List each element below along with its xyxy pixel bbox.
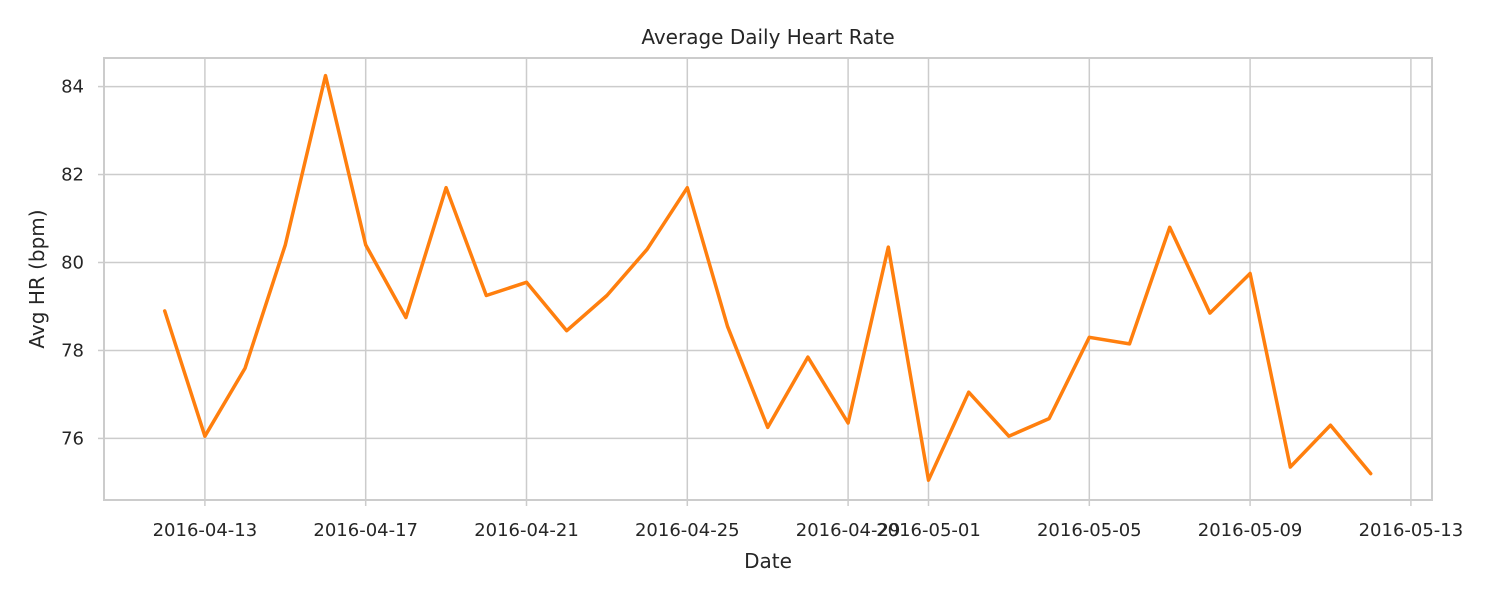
y-tick-label: 78 <box>61 340 84 361</box>
chart-title: Average Daily Heart Rate <box>641 25 894 49</box>
grid-lines <box>98 58 1432 506</box>
x-tick-labels: 2016-04-13 2016-04-17 2016-04-21 2016-04-25… <box>153 520 1464 541</box>
data-points <box>164 75 1371 481</box>
x-tick-label: 2016-05-13 <box>1359 520 1464 541</box>
y-tick-label: 82 <box>61 165 84 186</box>
x-tick-label: 2016-04-21 <box>474 520 579 541</box>
x-tick-label: 2016-04-29 <box>796 520 901 541</box>
x-tick-label: 2016-04-17 <box>313 520 418 541</box>
series-line <box>162 73 1373 482</box>
plot-area-frame <box>103 57 1433 501</box>
y-tick-label: 76 <box>61 428 84 449</box>
x-tick-label: 2016-05-09 <box>1198 520 1303 541</box>
x-axis-label: Date <box>744 549 792 573</box>
x-tick-label: 2016-05-05 <box>1037 520 1142 541</box>
y-axis-label: Avg HR (bpm) <box>25 209 49 348</box>
y-tick-label: 80 <box>61 253 84 274</box>
x-tick-label: 2016-04-25 <box>635 520 740 541</box>
x-tick-label: 2016-04-13 <box>153 520 258 541</box>
y-tick-labels: 76 78 80 82 84 <box>61 77 84 450</box>
x-tick-label: 2016-05-01 <box>876 520 981 541</box>
y-tick-label: 84 <box>61 77 84 98</box>
